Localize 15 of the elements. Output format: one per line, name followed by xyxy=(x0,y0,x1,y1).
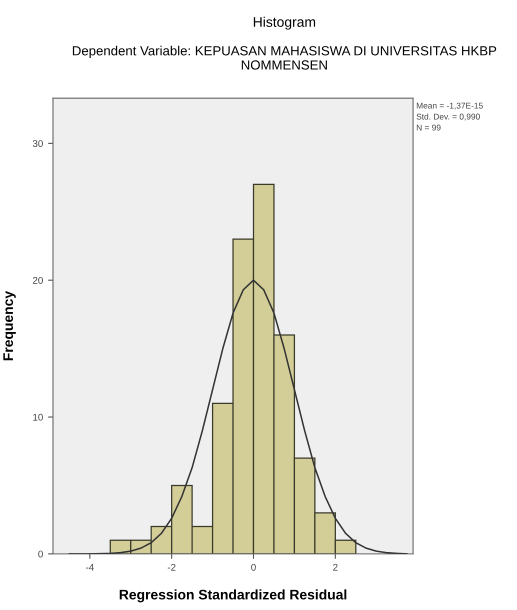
y-tick-label: 30 xyxy=(32,140,43,147)
chart-subtitle: Dependent Variable: KEPUASAN MAHASISWA DI UNIVERSITAS HKBP NOMMENSEN xyxy=(72,46,496,70)
text: Std. Dev. = 0,990 xyxy=(416,113,480,121)
x-tick-label: -4 xyxy=(86,564,94,571)
x-tick-label: 0 xyxy=(251,564,256,571)
y-axis-title: Frequency xyxy=(3,291,16,360)
x-axis-title: Regression Standardized Residual xyxy=(120,589,346,602)
text: N = 99 xyxy=(416,124,441,131)
x-tick-label: -2 xyxy=(168,564,176,571)
y-tick-label: 20 xyxy=(32,276,43,284)
text: Mean = -1,37E-15 xyxy=(416,102,483,110)
x-tick-label: 2 xyxy=(333,564,338,571)
y-tick-label: 10 xyxy=(33,414,43,421)
chart-title: Histogram xyxy=(254,16,316,30)
y-tick-label: 0 xyxy=(38,550,43,558)
